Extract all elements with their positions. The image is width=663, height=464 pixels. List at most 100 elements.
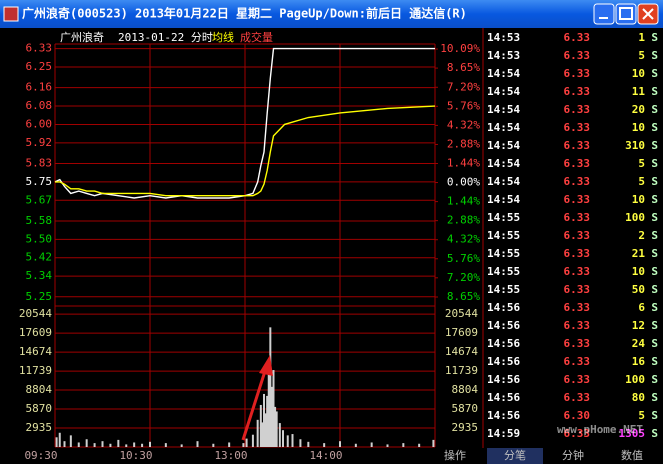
trade-volume: 10 (632, 265, 645, 278)
volume-bar (274, 406, 277, 447)
annotation-arrowhead (259, 355, 273, 376)
y2-tick-label: 4.32% (447, 233, 480, 246)
trade-volume: 5 (638, 157, 645, 170)
y2-tick-label: 0.00% (447, 176, 480, 189)
y-tick-label: 6.00 (26, 117, 53, 130)
trade-side: S (651, 121, 658, 134)
trade-side: S (651, 301, 658, 314)
trade-price: 6.33 (564, 193, 591, 206)
y-tick-label: 5.75 (26, 175, 53, 188)
trade-volume: 50 (632, 283, 645, 296)
maximize-icon (619, 7, 633, 20)
app-icon (3, 6, 19, 22)
trade-side: S (651, 409, 658, 422)
tab[interactable]: 数值 (621, 449, 643, 462)
volume-bar (263, 393, 265, 447)
volume-bar (266, 395, 269, 447)
trade-side: S (651, 265, 658, 278)
trade-time: 14:55 (487, 229, 520, 242)
volume-bar (125, 444, 128, 447)
trade-time: 14:55 (487, 247, 520, 260)
y-tick-label: 8804 (26, 383, 53, 396)
volume-bar (278, 423, 281, 447)
y2-tick-label: 8.65% (447, 290, 480, 303)
trade-price: 6.33 (564, 337, 591, 350)
y2-tick-label: 7.20% (447, 271, 480, 284)
trade-side: S (651, 247, 658, 260)
y-tick-label: 5.42 (26, 251, 53, 264)
trade-volume: 100 (625, 373, 645, 386)
trade-price: 6.33 (564, 157, 591, 170)
y2-tick-label: 20544 (445, 307, 478, 320)
volume-bar (242, 443, 245, 447)
trade-volume: 20 (632, 103, 645, 116)
title-bar (0, 0, 663, 28)
trade-volume: 12 (632, 319, 645, 332)
trade-side: S (651, 391, 658, 404)
volume-bar (228, 442, 231, 447)
trade-side: S (651, 31, 658, 44)
volume-bar (432, 439, 435, 447)
volume-bar (117, 439, 120, 447)
trade-side: S (651, 49, 658, 62)
volume-bar (109, 443, 112, 447)
trade-time: 14:59 (487, 427, 520, 440)
trade-price: 6.33 (564, 103, 591, 116)
volume-bar (69, 435, 72, 447)
trade-price: 6.33 (564, 31, 591, 44)
y2-tick-label: 5.76% (447, 252, 480, 265)
y2-tick-label: 2935 (452, 421, 479, 434)
trade-side: S (651, 175, 658, 188)
volume-bar (270, 386, 273, 447)
window-buttons[interactable] (593, 3, 659, 25)
volume-bar (370, 442, 373, 447)
tab[interactable]: 分笔 (504, 448, 526, 462)
trade-side: S (651, 229, 658, 242)
volume-bar (149, 441, 151, 447)
trade-time: 14:54 (487, 121, 520, 134)
volume-bar (141, 443, 144, 447)
y2-tick-label: 14674 (445, 345, 478, 358)
trade-price: 6.33 (564, 121, 591, 134)
y-tick-label: 5.34 (26, 269, 53, 282)
trade-price: 6.33 (564, 301, 591, 314)
trade-time: 14:54 (487, 67, 520, 80)
y-tick-label: 2935 (26, 421, 53, 434)
volume-bar (339, 441, 341, 447)
trade-time: 14:54 (487, 139, 520, 152)
trade-time: 14:54 (487, 157, 520, 170)
trade-time: 14:54 (487, 103, 520, 116)
volume-bar (164, 443, 167, 447)
y2-tick-label: 8804 (452, 383, 479, 396)
x-tick-label: 10:30 (119, 449, 152, 462)
volume-bar (275, 411, 278, 447)
trade-price: 6.33 (564, 319, 591, 332)
y-tick-label: 5.92 (26, 136, 53, 149)
volume-bar (299, 439, 302, 447)
tab[interactable]: 分钟 (562, 448, 584, 462)
tab[interactable]: 操作 (444, 448, 466, 462)
trade-price: 6.33 (564, 283, 591, 296)
trade-price: 6.33 (564, 391, 591, 404)
trade-price: 6.33 (564, 265, 591, 278)
trade-volume: 6 (638, 301, 645, 314)
trade-volume: 5 (638, 409, 645, 422)
trade-price: 6.33 (564, 139, 591, 152)
trade-side: S (651, 355, 658, 368)
trade-time: 14:54 (487, 175, 520, 188)
trade-price: 6.33 (564, 211, 591, 224)
close-icon (642, 8, 654, 20)
trade-time: 14:56 (487, 319, 520, 332)
trade-price: 6.33 (564, 229, 591, 242)
y-tick-label: 6.08 (26, 99, 53, 112)
chart-subtitle: 2013-01-22 分时 (118, 31, 213, 44)
y-tick-label: 20544 (19, 307, 52, 320)
volume-bar (212, 443, 215, 447)
minimize-button[interactable] (593, 3, 615, 25)
x-tick-label: 13:00 (214, 449, 247, 462)
volume-bar (93, 443, 96, 447)
volume-bar (101, 441, 104, 447)
active-tab-bg (487, 448, 543, 464)
